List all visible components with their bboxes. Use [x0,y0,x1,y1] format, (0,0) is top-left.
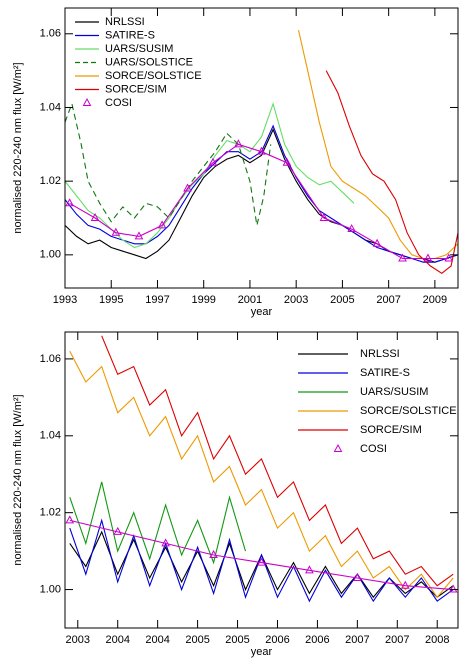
axes-frame [64,7,459,289]
x-tick-label: 2005 [185,634,209,646]
legend-label: SORCE/SIM [105,83,167,95]
marker [208,157,218,166]
series-line [69,519,454,591]
legend-label: COSI [360,443,387,455]
x-tick-label: 2009 [423,294,447,306]
marker [90,212,100,221]
marker [234,139,243,148]
series-line [69,143,449,260]
x-tick-label: 2008 [425,634,449,646]
x-tick-label: 2003 [284,294,308,306]
marker [134,231,144,240]
legend-label: UARS/SUSIM [360,386,428,398]
legend-label: COSI [105,97,132,109]
plot-area [65,335,458,603]
marker [448,584,458,593]
series-line [101,335,454,587]
marker [444,253,454,262]
legend-label: SATIRE-S [360,367,410,379]
y-tick-label: 1.06 [40,28,61,40]
marker [113,526,123,535]
marker [65,515,75,524]
marker [353,572,362,582]
marker [400,580,410,589]
legend-label: SORCE/SOLSTICE [105,70,202,82]
marker [305,565,314,574]
x-tick-label: 1993 [53,294,77,306]
y-tick-label: 1.04 [40,101,61,113]
series-line [69,530,454,599]
series-line [65,124,458,263]
x-tick-label: 2005 [225,634,249,646]
marker [157,220,167,229]
marker [372,238,382,247]
x-tick-label: 2007 [385,634,409,646]
series-line [65,128,458,263]
x-tick-label: 2001 [238,294,262,306]
plot-area [65,29,458,274]
y-tick-label: 1.00 [40,249,61,261]
y-tick-label: 1.00 [40,583,61,595]
x-tick-label: 2006 [265,634,289,646]
x-tick-label: 1997 [145,294,169,306]
marker [319,212,329,221]
y-axis-label: normalised 220-240 nm flux [W/m²] [12,62,24,233]
y-tick-label: 1.06 [40,353,61,365]
series-line [297,29,458,260]
legend-label: UARS/SOLSTICE [105,56,193,68]
legend-label: UARS/SUSIM [105,43,173,55]
x-tick-label: 2005 [330,294,354,306]
x-axis-label: year [251,646,273,658]
y-tick-label: 1.04 [40,430,61,442]
x-tick-label: 2003 [66,634,90,646]
legend-label: SATIRE-S [105,29,155,41]
marker [209,549,218,558]
marker [257,146,266,155]
series-line [65,101,272,226]
x-tick-label: 2007 [345,634,369,646]
x-tick-label: 2007 [376,294,400,306]
marker [347,223,356,233]
marker [183,183,192,192]
y-axis-label: normalised 220-240 nm flux [W/m²] [12,394,24,565]
marker [111,227,121,236]
x-tick-label: 1999 [191,294,215,306]
x-tick-label: 2004 [145,634,169,646]
legend-label: SORCE/SIM [360,424,422,436]
y-tick-label: 1.02 [40,175,61,187]
legend-label: NRLSSI [105,16,145,28]
legend-marker [82,97,92,106]
legend-label: SORCE/SOLSTICE [360,405,457,417]
marker [423,253,433,262]
x-tick-label: 2006 [305,634,329,646]
series-line [69,481,247,565]
x-axis-label: year [251,306,273,318]
series-line [325,70,458,274]
marker [65,198,74,207]
marker [257,557,266,566]
x-tick-label: 1995 [99,294,123,306]
series-line [65,101,355,249]
legend-label: NRLSSI [360,348,400,360]
marker [398,253,407,262]
axes-frame [64,331,459,629]
legend-marker [333,443,343,452]
y-tick-label: 1.02 [40,507,61,519]
x-tick-label: 2004 [105,634,129,646]
series-line [69,350,454,599]
marker [161,538,170,547]
marker [282,157,292,166]
